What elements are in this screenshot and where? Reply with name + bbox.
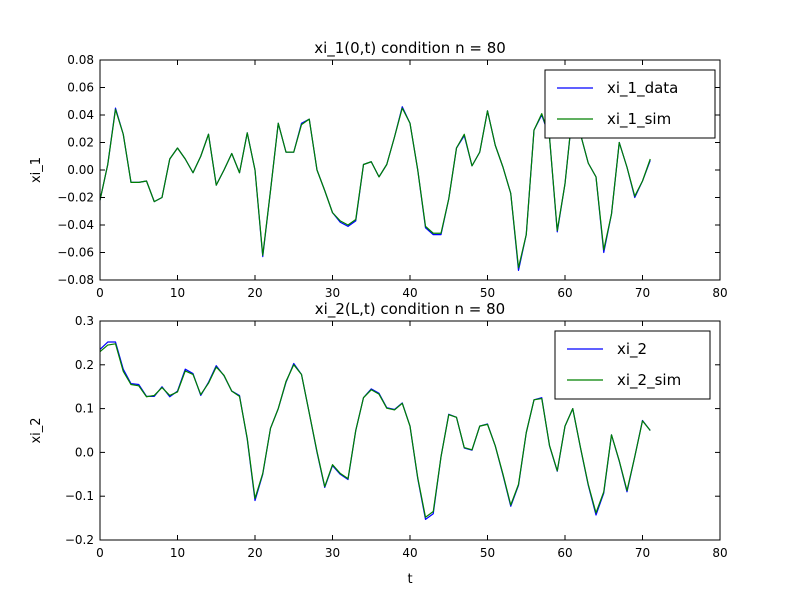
x-tick-label: 80: [712, 286, 727, 300]
legend-box: [544, 69, 716, 139]
x-tick-label: 20: [247, 546, 262, 560]
y-tick-label: −0.04: [57, 218, 94, 232]
x-tick-label: 80: [712, 546, 727, 560]
x-tick-label: 20: [247, 286, 262, 300]
legend-label: xi_1_sim: [607, 110, 671, 129]
legend: xi_1_data xi_1_sim: [544, 69, 716, 139]
x-tick-label: 10: [170, 546, 185, 560]
x-tick-label: 50: [480, 286, 495, 300]
legend-label: xi_2: [617, 340, 647, 359]
y-tick-label: 0.1: [75, 402, 94, 416]
x-tick-label: 30: [325, 546, 340, 560]
chart-title: xi_1(0,t) condition n = 80: [314, 39, 506, 58]
x-tick-label: 30: [325, 286, 340, 300]
legend-label: xi_2_sim: [617, 371, 681, 390]
y-tick-label: 0.2: [75, 358, 94, 372]
x-tick-label: 10: [170, 286, 185, 300]
y-tick-label: 0.08: [67, 53, 94, 67]
subplot-1: 0 10 20 30 40 50 60 70 80 −0.08 −0.06 −0.04 −0.02 0.0…: [29, 39, 728, 300]
y-tick-label: 0.04: [67, 108, 94, 122]
y-tick-label: 0.0: [75, 445, 94, 459]
chart-title: xi_2(L,t) condition n = 80: [315, 300, 505, 319]
x-axis-label: t: [407, 572, 412, 587]
y-tick-label: −0.02: [57, 191, 94, 205]
y-axis-label: xi_2: [29, 417, 44, 443]
series-line-xi_1_sim: [99, 107, 651, 269]
y-tick-label: −0.1: [65, 489, 94, 503]
y-tick-label: 0.02: [67, 136, 94, 150]
y-tick-label: −0.2: [65, 533, 94, 547]
y-tick-label: −0.06: [57, 246, 94, 260]
legend-label: xi_1_data: [607, 79, 678, 98]
x-tick-label: 70: [635, 546, 650, 560]
x-tick-label: 0: [96, 546, 104, 560]
x-tick-label: 40: [402, 286, 417, 300]
legend-box: [554, 330, 711, 400]
x-tick-label: 60: [557, 286, 572, 300]
y-tick-label: 0.3: [75, 314, 94, 328]
x-tick-label: 0: [96, 286, 104, 300]
x-tick-label: 40: [402, 546, 417, 560]
y-axis-label: xi_1: [29, 157, 44, 183]
subplot-2: 0 10 20 30 40 50 60 70 80 −0.2 −0.1 0.0 0.1 0.2 0.3 xi_…: [29, 300, 728, 587]
x-tick-label: 50: [480, 546, 495, 560]
y-tick-label: 0.00: [67, 163, 94, 177]
x-tick-label: 70: [635, 286, 650, 300]
legend: xi_2 xi_2_sim: [554, 330, 711, 400]
y-tick-label: 0.06: [67, 81, 94, 95]
x-tick-label: 60: [557, 546, 572, 560]
series-line-xi_2_sim: [99, 343, 651, 518]
y-tick-label: −0.08: [57, 273, 94, 287]
